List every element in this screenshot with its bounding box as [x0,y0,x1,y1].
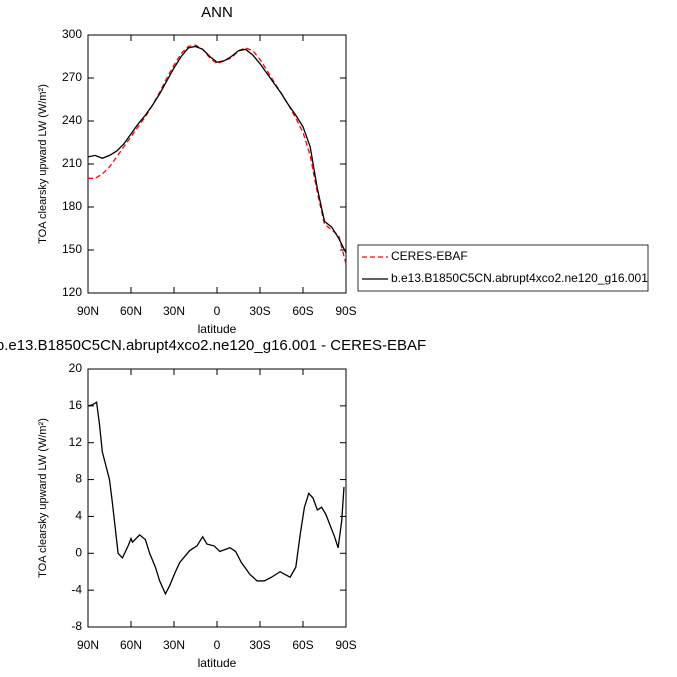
x-tick-label: 60N [120,304,142,318]
x-tick-label: 0 [214,638,221,652]
y-tick-label: 150 [62,242,82,256]
legend: CERES-EBAF b.e13.B1850C5CN.abrupt4xco2.ne… [357,244,649,292]
x-tick-label: 60S [292,304,313,318]
y-tick-label: 240 [62,113,82,127]
y-tick-label: 0 [75,545,82,559]
y-tick-label: -4 [71,582,82,596]
x-axis-label: latitude [198,322,237,336]
y-tick-label: 8 [75,472,82,486]
x-tick-label: 90N [77,638,99,652]
legend-label: CERES-EBAF [391,249,468,263]
x-tick-label: 90N [77,304,99,318]
y-tick-label: 4 [75,509,82,523]
y-tick-label: 270 [62,70,82,84]
x-tick-label: 30S [249,638,270,652]
chart-title: ANN [201,4,233,21]
x-tick-label: 30N [163,304,185,318]
x-tick-label: 60S [292,638,313,652]
x-tick-label: 90S [335,304,356,318]
y-tick-label: 300 [62,27,82,41]
y-tick-label: 12 [69,435,83,449]
y-tick-label: 20 [69,361,83,375]
data-line [88,44,347,265]
legend-label: b.e13.B1850C5CN.abrupt4xco2.ne120_g16.00… [391,271,648,285]
x-axis-label: latitude [198,656,237,670]
x-tick-label: 30S [249,304,270,318]
y-tick-label: 120 [62,285,82,299]
plot-frame [87,34,347,294]
y-axis-label: TOA clearsky upward LW (W/m²) [37,418,49,578]
y-tick-label: 210 [62,156,82,170]
chart-title: b.e13.B1850C5CN.abrupt4xco2.ne120_g16.00… [0,337,426,354]
y-tick-label: 180 [62,199,82,213]
x-tick-label: 90S [335,638,356,652]
y-tick-label: -8 [71,619,82,633]
data-line [87,45,347,254]
y-axis-label: TOA clearsky upward LW (W/m²) [37,84,49,244]
legend-box [357,244,649,292]
x-tick-label: 60N [120,638,142,652]
x-tick-label: 30N [163,638,185,652]
x-tick-label: 0 [214,304,221,318]
data-line [87,401,345,596]
y-tick-label: 16 [69,398,83,412]
